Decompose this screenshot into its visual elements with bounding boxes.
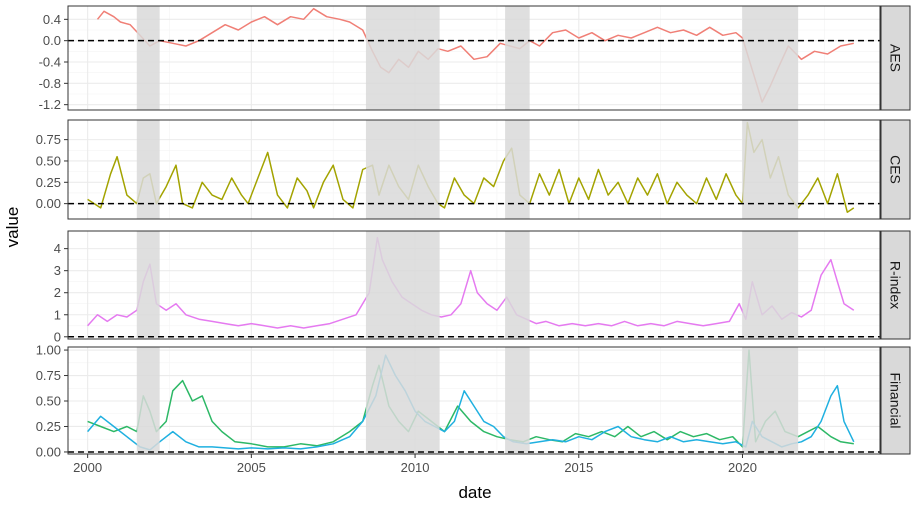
y-tick-label: 0.00 (36, 444, 61, 459)
shaded-period (365, 347, 440, 454)
panel-ces: 0.00 0.25 0.50 0.75 CES (36, 119, 911, 220)
facet-strip-label: Financial (888, 372, 904, 428)
panels: 0.4 0.0 -0.4 -0.8 -1.2 AES 0.00 0.25 0.50 0.75 CES… (36, 5, 911, 459)
y-tick-label: -1.2 (39, 97, 61, 112)
x-tick-label: 2005 (237, 460, 266, 475)
y-tick-label: 0.25 (36, 419, 61, 434)
y-tick-label: -0.4 (39, 55, 61, 70)
x-tick-label: 2000 (73, 460, 102, 475)
y-tick-label: 1.00 (36, 343, 61, 358)
facet-strip (880, 5, 911, 111)
facet-strip-label: AES (888, 44, 904, 72)
series-line-aes-1 (96, 7, 854, 103)
x-tick-label: 2020 (728, 460, 757, 475)
shaded-period (505, 347, 530, 454)
shaded-period (505, 231, 530, 339)
shaded-period (365, 120, 440, 219)
shaded-period (742, 347, 799, 454)
panel-border (67, 119, 881, 220)
shaded-period (136, 120, 160, 219)
y-tick-label: 0.50 (36, 153, 61, 168)
x-tick-label: 2015 (564, 460, 593, 475)
shaded-period (742, 6, 799, 110)
y-tick-label: 0.75 (36, 132, 61, 147)
y-tick-label: 4 (54, 241, 61, 256)
y-tick-label: -0.8 (39, 76, 61, 91)
y-tick-label: 3 (54, 263, 61, 278)
y-tick-label: 0 (54, 329, 61, 344)
y-tick-label: 0.50 (36, 394, 61, 409)
facet-strip-label: R-index (888, 261, 904, 309)
panel-r-index: 0 1 2 3 4 R-index (54, 230, 911, 344)
shaded-period (136, 6, 160, 110)
series-line-ces-1 (87, 121, 855, 213)
y-tick-label: 1 (54, 307, 61, 322)
y-tick-label: 0.75 (36, 368, 61, 383)
y-tick-label: 2 (54, 285, 61, 300)
panel-border (67, 346, 881, 455)
facet-strip (880, 119, 911, 220)
shaded-period (505, 120, 530, 219)
panel-border (67, 230, 881, 340)
panel-border (67, 5, 881, 111)
panel-financial: 0.00 0.25 0.50 0.75 1.00 Financial (36, 343, 911, 459)
shaded-period (505, 6, 530, 110)
facet-strip (880, 230, 911, 340)
facet-strip (880, 346, 911, 455)
shaded-period (742, 120, 799, 219)
facet-strip-label: CES (888, 155, 904, 184)
y-tick-label: 0.4 (43, 12, 61, 27)
shaded-period (365, 6, 440, 110)
shaded-period (136, 347, 160, 454)
y-axis-title: value (3, 207, 22, 248)
shaded-period (136, 231, 160, 339)
shaded-period (365, 231, 440, 339)
panel-aes: 0.4 0.0 -0.4 -0.8 -1.2 AES (39, 5, 911, 112)
y-tick-label: 0.0 (43, 33, 61, 48)
x-tick-label: 2010 (401, 460, 430, 475)
shaded-period (742, 231, 799, 339)
x-axis-title: date (458, 483, 491, 502)
x-axis: 2000 2005 2010 2015 2020 (73, 454, 757, 475)
y-tick-label: 0.25 (36, 175, 61, 190)
y-tick-label: 0.00 (36, 196, 61, 211)
